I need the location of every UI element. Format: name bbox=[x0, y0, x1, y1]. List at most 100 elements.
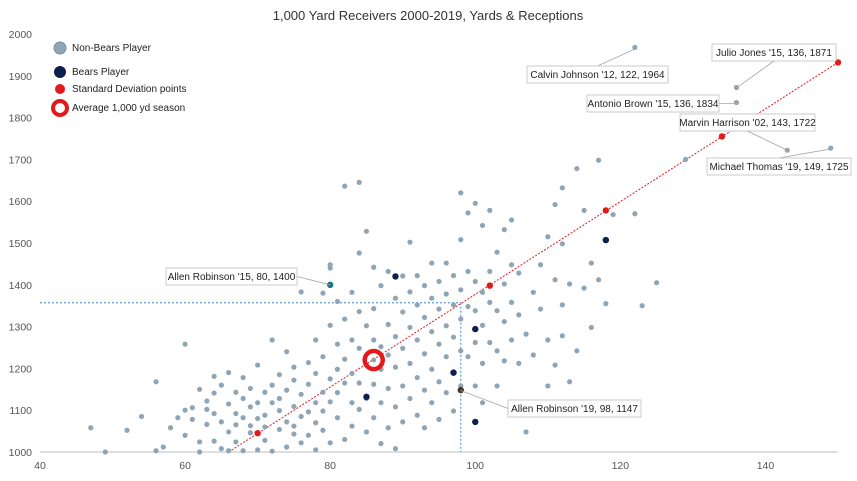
data-point-non-bears bbox=[276, 372, 282, 378]
data-point-non-bears bbox=[559, 185, 565, 191]
data-point-non-bears bbox=[443, 323, 449, 329]
data-point-non-bears bbox=[429, 400, 435, 406]
data-point-non-bears bbox=[450, 273, 457, 279]
data-point-non-bears bbox=[276, 408, 282, 414]
data-point-non-bears bbox=[327, 440, 333, 446]
data-point-non-bears bbox=[305, 409, 312, 415]
data-point-non-bears bbox=[153, 448, 159, 454]
data-point-non-bears bbox=[421, 387, 428, 393]
data-point-non-bears bbox=[255, 362, 261, 368]
data-point-non-bears bbox=[247, 423, 253, 429]
annotation-leader-line bbox=[597, 48, 636, 67]
data-point-non-bears bbox=[262, 437, 268, 443]
data-point-non-bears bbox=[138, 413, 145, 420]
x-tick-label: 120 bbox=[612, 460, 630, 472]
axes: 40 60 80 100 120 140 1000 1100 1200 1300 1400 1500 1… bbox=[9, 29, 838, 472]
chart-title: 1,000 Yard Receivers 2000-2019, Yards & … bbox=[273, 8, 584, 23]
data-point-non-bears bbox=[385, 321, 391, 328]
data-point-non-bears bbox=[545, 234, 551, 240]
data-point-non-bears bbox=[298, 413, 304, 420]
reference-lines bbox=[40, 302, 462, 452]
data-point-non-bears bbox=[240, 374, 246, 381]
data-point-non-bears bbox=[494, 249, 500, 255]
data-point-non-bears bbox=[182, 432, 188, 438]
data-point-non-bears bbox=[204, 398, 210, 404]
data-point-non-bears bbox=[479, 222, 486, 229]
data-point-non-bears bbox=[247, 385, 253, 392]
data-point-non-bears bbox=[508, 337, 515, 343]
annotation-label: Calvin Johnson '12, 122, 1964 bbox=[530, 70, 665, 81]
data-point-non-bears bbox=[494, 308, 500, 314]
data-point-non-bears bbox=[537, 306, 544, 312]
data-point-non-bears bbox=[262, 412, 268, 418]
data-point-non-bears bbox=[88, 425, 94, 431]
bears-points bbox=[326, 236, 610, 426]
data-point-non-bears bbox=[305, 381, 312, 387]
data-point-non-bears bbox=[450, 408, 457, 414]
data-point-non-bears bbox=[356, 250, 362, 256]
legend: Non-Bears Player Bears Player Standard D… bbox=[51, 41, 187, 117]
data-point-non-bears bbox=[327, 262, 333, 268]
data-point-non-bears bbox=[537, 262, 544, 268]
data-point-non-bears bbox=[429, 295, 435, 301]
data-point-non-bears bbox=[407, 324, 413, 331]
data-point-non-bears bbox=[465, 354, 471, 360]
data-point-non-bears bbox=[363, 228, 370, 234]
data-point-non-bears bbox=[508, 217, 515, 223]
data-point-non-bears bbox=[305, 359, 312, 366]
data-point-non-bears bbox=[211, 410, 217, 417]
annotation-leader-line bbox=[460, 390, 509, 409]
data-point-non-bears bbox=[421, 283, 428, 289]
data-point-non-bears bbox=[197, 386, 203, 392]
data-point-non-bears bbox=[276, 395, 282, 402]
data-point-non-bears bbox=[349, 400, 355, 406]
data-point-non-bears bbox=[291, 403, 297, 410]
data-point-non-bears bbox=[414, 412, 420, 418]
data-point-non-bears bbox=[392, 364, 399, 370]
data-point-non-bears bbox=[407, 395, 413, 402]
data-point-non-bears bbox=[153, 379, 159, 385]
y-tick-label: 2000 bbox=[9, 29, 33, 41]
data-point-non-bears bbox=[276, 426, 282, 433]
data-point-non-bears bbox=[356, 380, 362, 386]
data-point-non-bears bbox=[487, 268, 493, 275]
data-point-non-bears bbox=[588, 324, 594, 331]
x-tick-label: 80 bbox=[324, 460, 336, 472]
data-point-non-bears bbox=[458, 237, 464, 243]
data-point-non-bears bbox=[385, 385, 391, 392]
data-point-non-bears bbox=[545, 337, 551, 343]
data-point-non-bears bbox=[197, 439, 203, 445]
data-point-non-bears bbox=[479, 322, 486, 328]
data-point-std-dev bbox=[254, 429, 261, 437]
data-point-std-dev bbox=[602, 207, 610, 214]
data-point-non-bears bbox=[262, 389, 268, 395]
data-point-non-bears bbox=[443, 291, 449, 297]
data-point-non-bears bbox=[421, 351, 428, 357]
data-point-non-bears bbox=[733, 99, 740, 106]
data-point-non-bears bbox=[559, 302, 565, 308]
data-point-non-bears bbox=[327, 399, 333, 405]
data-point-non-bears bbox=[632, 44, 638, 50]
data-point-non-bears bbox=[291, 431, 297, 437]
data-point-non-bears bbox=[255, 447, 261, 453]
data-point-non-bears bbox=[465, 268, 471, 275]
annotation-label: Antonio Brown '15, 136, 1834 bbox=[588, 99, 719, 110]
data-point-non-bears bbox=[349, 289, 355, 295]
y-tick-label: 1900 bbox=[9, 71, 33, 83]
data-point-bears bbox=[363, 393, 370, 401]
data-point-non-bears bbox=[298, 289, 304, 295]
data-point-non-bears bbox=[472, 339, 478, 346]
data-point-non-bears bbox=[124, 427, 130, 433]
data-point-bears bbox=[450, 369, 457, 376]
data-point-bears bbox=[392, 273, 399, 280]
data-point-non-bears bbox=[334, 415, 341, 421]
data-point-non-bears bbox=[407, 289, 413, 295]
data-point-non-bears bbox=[327, 376, 333, 382]
data-point-non-bears bbox=[204, 406, 210, 412]
data-point-non-bears bbox=[262, 424, 268, 430]
legend-label-non-bears: Non-Bears Player bbox=[72, 43, 152, 54]
data-point-non-bears bbox=[334, 366, 341, 372]
data-point-non-bears bbox=[298, 440, 304, 446]
data-point-non-bears bbox=[472, 200, 478, 206]
